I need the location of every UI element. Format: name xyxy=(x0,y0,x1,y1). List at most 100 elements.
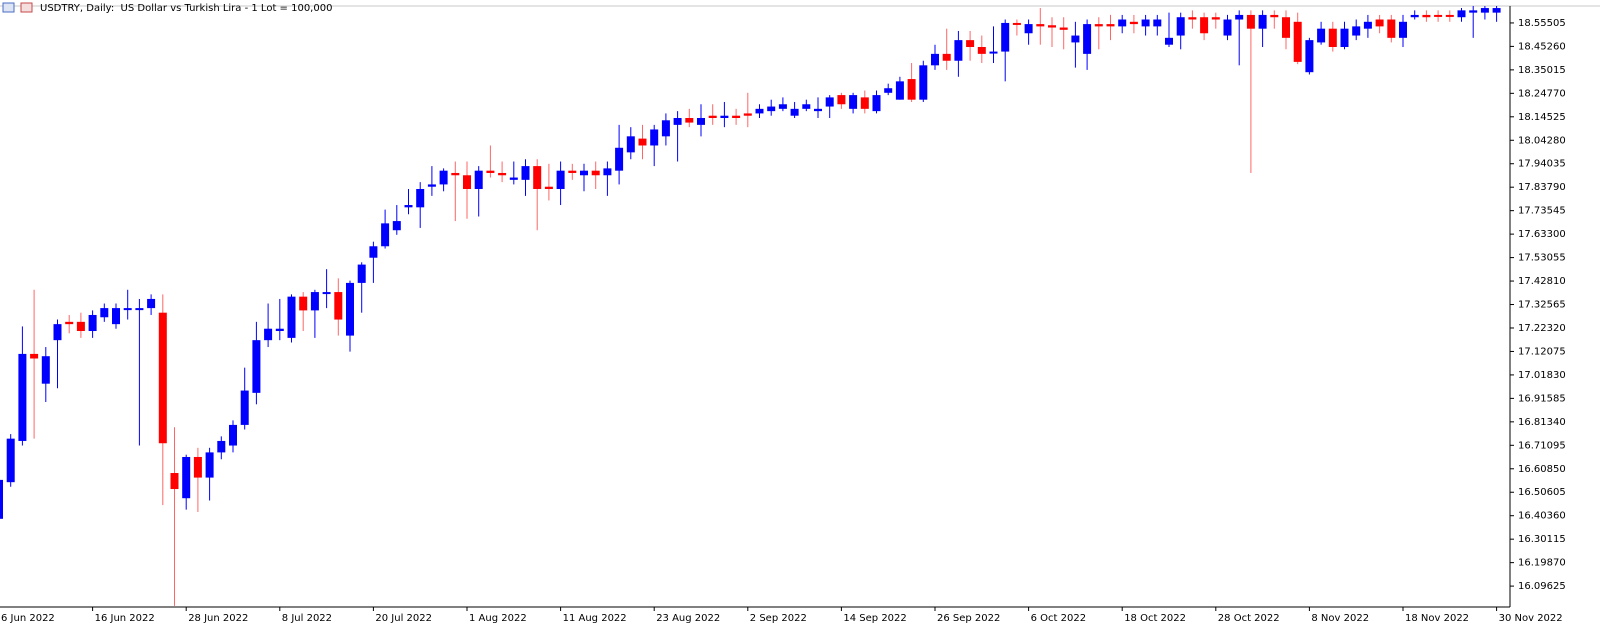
candle-body xyxy=(451,172,460,176)
y-tick-label: 18.35015 xyxy=(1518,65,1566,76)
candle-body xyxy=(463,175,471,190)
x-tick-label: 20 Jul 2022 xyxy=(375,613,432,624)
x-tick-label: 14 Sep 2022 xyxy=(843,613,906,624)
candle-body xyxy=(427,184,436,187)
candle-body xyxy=(544,186,553,190)
candle-body xyxy=(919,65,928,100)
y-tick-label: 17.12075 xyxy=(1518,346,1566,357)
candle-body xyxy=(872,95,881,112)
candle-body xyxy=(322,292,331,295)
candle-body xyxy=(884,88,893,93)
candle-body xyxy=(147,298,156,309)
y-tick-label: 17.53055 xyxy=(1518,253,1566,264)
x-tick-label: 6 Jun 2022 xyxy=(1,613,55,624)
chart-icon xyxy=(20,2,33,13)
candle-body xyxy=(1200,17,1209,34)
candle-body xyxy=(275,328,284,332)
x-tick-label: 8 Jul 2022 xyxy=(282,613,332,624)
candle-body xyxy=(1048,25,1056,28)
candle-body xyxy=(697,118,705,125)
candle-body xyxy=(1375,19,1384,27)
candle-body xyxy=(1118,19,1127,27)
candle-body xyxy=(849,95,858,109)
candle-body xyxy=(977,46,986,54)
candle-body xyxy=(556,170,565,190)
candle-body xyxy=(182,456,191,499)
x-tick-label: 6 Oct 2022 xyxy=(1031,613,1086,624)
candle-body xyxy=(498,172,507,176)
candle-body xyxy=(1141,19,1150,27)
candle-body xyxy=(1001,22,1010,52)
candle-body xyxy=(626,136,635,153)
candle-body xyxy=(1363,21,1372,29)
candle-body xyxy=(1387,19,1396,38)
candle-body xyxy=(1492,8,1501,13)
candle-body xyxy=(1071,35,1080,43)
x-tick-label: 18 Oct 2022 xyxy=(1124,613,1186,624)
candle-body xyxy=(170,473,179,490)
candle-body xyxy=(112,308,120,325)
candle-body xyxy=(1129,21,1138,25)
candle-body xyxy=(966,40,975,47)
candle-body xyxy=(404,205,413,208)
candle-body xyxy=(521,166,530,180)
candle-body xyxy=(1246,14,1255,29)
candle-body xyxy=(1457,10,1466,18)
x-tick-label: 30 Nov 2022 xyxy=(1499,613,1563,624)
candle-body xyxy=(533,166,542,190)
candle-body xyxy=(1059,27,1068,30)
candle-body xyxy=(942,53,951,61)
candle-body xyxy=(439,170,448,185)
candle-body xyxy=(135,308,144,311)
candle-body xyxy=(591,170,600,176)
candle-body xyxy=(287,296,296,338)
candle-body xyxy=(381,223,390,247)
x-tick-label: 28 Oct 2022 xyxy=(1218,613,1280,624)
candle-body xyxy=(369,246,378,258)
candle-body xyxy=(1036,24,1045,27)
plot-area xyxy=(0,6,1501,606)
candle-body xyxy=(41,356,50,384)
candle-body xyxy=(30,353,39,359)
y-tick-label: 16.30115 xyxy=(1518,534,1566,545)
candle-body xyxy=(53,324,62,341)
candle-body xyxy=(310,292,319,311)
candle-body xyxy=(205,452,214,478)
candle-body xyxy=(1083,24,1092,54)
candle-body xyxy=(755,108,764,114)
y-tick-label: 18.04280 xyxy=(1518,135,1566,146)
y-tick-label: 16.09625 xyxy=(1518,581,1566,592)
candle-body xyxy=(1480,8,1489,13)
candle-body xyxy=(229,424,237,446)
candle-body xyxy=(1434,14,1443,17)
y-tick-label: 17.01830 xyxy=(1518,370,1566,381)
candle-body xyxy=(1282,17,1290,38)
y-tick-label: 17.94035 xyxy=(1518,159,1566,170)
y-tick-label: 16.91585 xyxy=(1518,393,1566,404)
candle-body xyxy=(1024,24,1033,34)
candle-body xyxy=(6,438,15,483)
x-tick-label: 16 Jun 2022 xyxy=(95,613,155,624)
y-tick-label: 18.45260 xyxy=(1518,41,1566,52)
candle-body xyxy=(661,120,670,137)
candle-body xyxy=(392,221,401,231)
candle-body xyxy=(568,170,577,173)
candle-body xyxy=(1270,14,1279,18)
candle-body xyxy=(603,168,612,176)
y-tick-label: 16.19870 xyxy=(1518,558,1566,569)
candle-body xyxy=(1399,21,1407,38)
candle-body xyxy=(1340,28,1349,47)
candle-body xyxy=(1153,19,1162,27)
candle-body xyxy=(486,170,495,173)
candle-body xyxy=(1258,14,1267,29)
candle-body xyxy=(1176,17,1185,36)
x-tick-label: 1 Aug 2022 xyxy=(469,613,527,624)
candle-body xyxy=(1106,24,1115,27)
candle-body xyxy=(954,40,963,61)
candle-body xyxy=(1293,21,1302,62)
candle-body xyxy=(123,308,132,311)
x-tick-label: 8 Nov 2022 xyxy=(1311,613,1369,624)
y-tick-label: 16.50605 xyxy=(1518,487,1566,498)
candle-body xyxy=(685,118,694,123)
